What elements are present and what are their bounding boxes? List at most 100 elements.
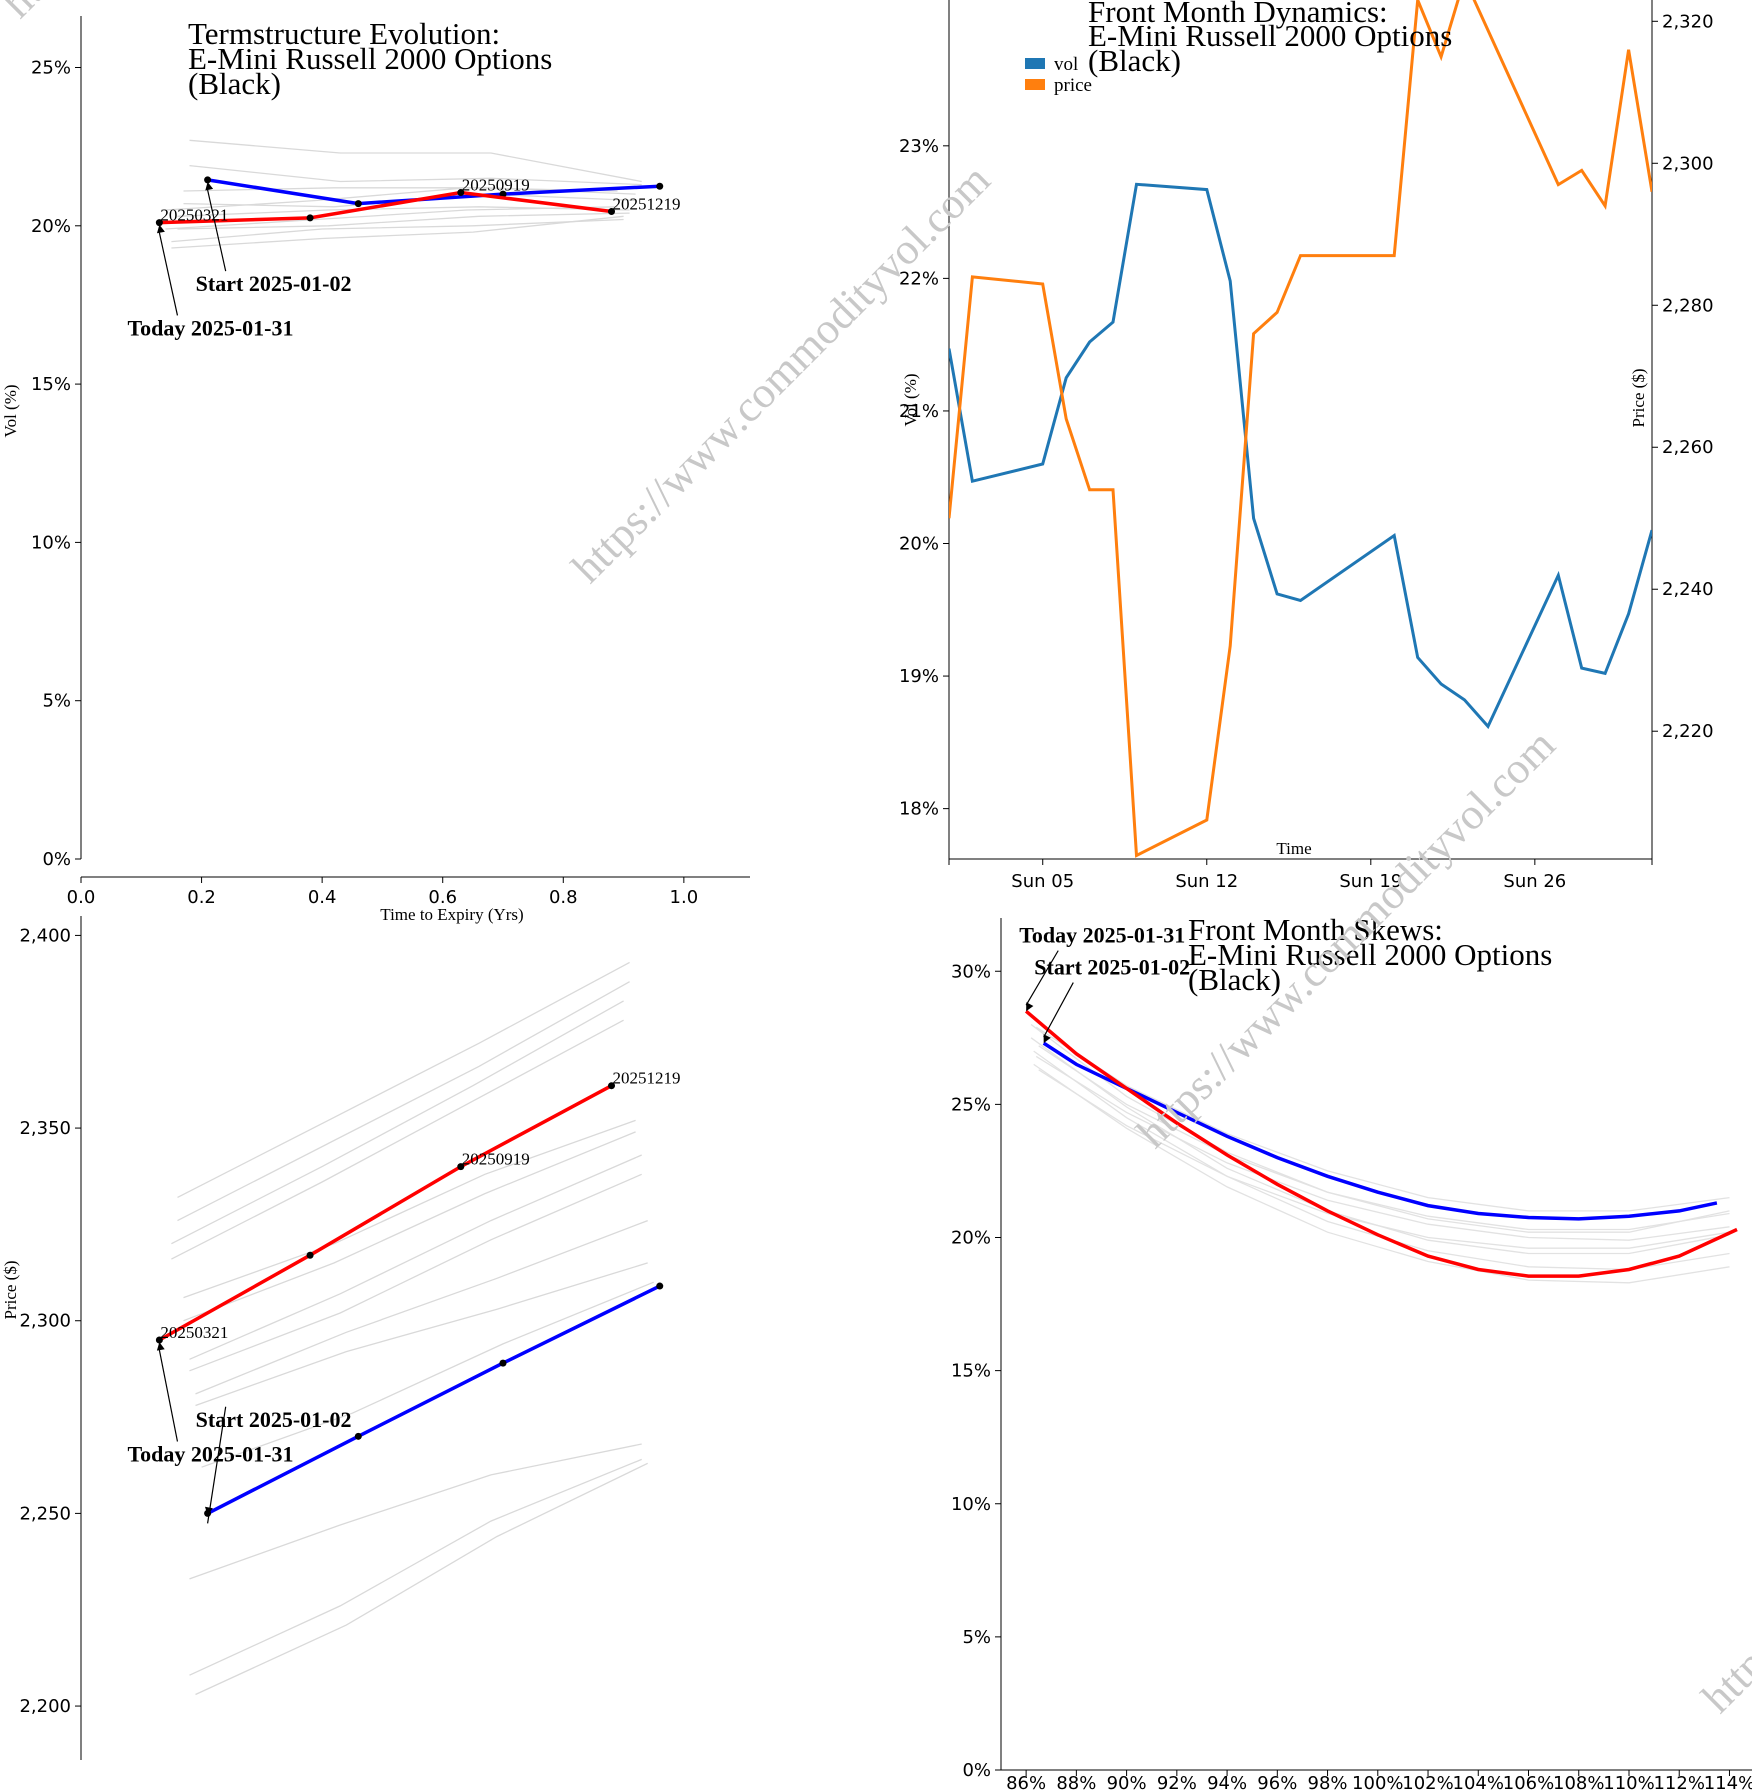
forwards-annotation-arrow-1: [158, 1349, 179, 1442]
termstructure-today-point-2: [457, 189, 465, 197]
forwards-axes: 2,200 2,250 2,300 2,350 2,400: [19, 916, 82, 1760]
forwards-label-20250321: 20250321: [160, 1323, 228, 1342]
termstructure-x-tick-label-0-8: 0.8: [549, 887, 578, 908]
skews-x-tick-label-106: 106%: [1503, 1773, 1554, 1792]
skews-annotation-arrowhead-0: [1026, 1002, 1034, 1012]
skews-x-tick-label-102: 102%: [1402, 1773, 1453, 1792]
forwards-labels: 20250321 20250919 20251219 Start 2025-01-02…: [127, 1069, 681, 1524]
forwards-history-line-0: [177, 961, 630, 1198]
termstructure-annotation-arrowhead-0: [205, 181, 214, 191]
skews-axes: 0% 5% 10% 15% 20% 25% 30% 86% 88% 90% 92% 94% 96% 98%…: [951, 918, 1752, 1792]
forwards-annotation-arrowhead-0: [205, 1506, 213, 1516]
termstructure-y-axis-label: Vol (%): [1, 384, 20, 437]
dynamics-x-tick-label-sun-05: Sun 05: [1011, 871, 1074, 892]
skews-annotation-arrow-1: [1043, 982, 1074, 1038]
dynamics-y-right-tick-label-2-300: 2,300: [1662, 153, 1714, 174]
dynamics-vol-line: [949, 182, 1652, 730]
forwards-history-line-2: [171, 1000, 624, 1245]
forwards-history-line-6: [189, 1154, 642, 1360]
termstructure-y-tick-label-25: 25%: [31, 57, 71, 78]
dynamics-y-tick-label-22: 22%: [899, 268, 939, 289]
skews-title-line-2: E-Mini Russell 2000 Options: [1188, 937, 1552, 972]
termstructure-today-point-3: [608, 208, 616, 216]
dynamics-y-right-axis-label: Price ($): [1629, 368, 1648, 427]
skews-y-tick-label-0: 0%: [962, 1760, 991, 1781]
skews-x-tick-label-108: 108%: [1553, 1773, 1604, 1792]
skews-history-line-7: [1038, 1069, 1730, 1249]
dynamics-y-tick-label-21: 21%: [899, 401, 939, 422]
skews-start-line: [1042, 1041, 1718, 1221]
termstructure-history-line-7: [171, 215, 624, 249]
forwards-today-point-3: [608, 1082, 616, 1090]
termstructure-history-line-6: [171, 218, 624, 243]
forwards-start-line: [206, 1284, 661, 1515]
termstructure-history-line-5: [177, 212, 630, 230]
termstructure-annotation-today-2025-01-31: Today 2025-01-31: [127, 315, 293, 340]
skews-annotation-start-2025-01-02: Start 2025-01-02: [1034, 955, 1190, 980]
skews-x-tick-label-96: 96%: [1257, 1773, 1297, 1792]
termstructure-title-line-3: (Black): [188, 66, 281, 101]
skews-history-line-5: [1035, 1026, 1730, 1212]
forwards-today-point-0: [155, 1336, 163, 1344]
termstructure-y-tick-label-20: 20%: [31, 216, 71, 237]
forwards-annotation-arrowhead-1: [156, 1342, 165, 1351]
termstructure-series: [155, 176, 664, 227]
termstructure-x-tick-label-0-2: 0.2: [187, 887, 216, 908]
termstructure-today-point-0: [155, 219, 163, 227]
dynamics-x-tick-label-sun-12: Sun 12: [1175, 871, 1238, 892]
forwards-history-line-8: [195, 1219, 648, 1395]
termstructure-x-axis-label: Time to Expiry (Yrs): [380, 905, 523, 924]
dynamics-legend: vol price: [1025, 54, 1092, 96]
skews-annotation-arrow-0: [1025, 950, 1059, 1006]
termstructure-y-tick-label-15: 15%: [31, 374, 71, 395]
forwards-chart: 2,200 2,250 2,300 2,350 2,400 20250321 202509…: [1, 916, 681, 1760]
skews-x-tick-label-92: 92%: [1157, 1773, 1197, 1792]
skews-x-tick-label-98: 98%: [1308, 1773, 1348, 1792]
forwards-y-tick-label-2-250: 2,250: [19, 1503, 71, 1524]
termstructure-today-point-1: [306, 214, 314, 222]
dynamics-y-tick-label-20: 20%: [899, 534, 939, 555]
dynamics-x-tick-label-sun-19: Sun 19: [1339, 871, 1402, 892]
termstructure-x-tick-label-1-0: 1.0: [670, 887, 699, 908]
watermark-1: https://www.commodityvol.com: [562, 155, 999, 592]
dynamics-title-line-1: Front Month Dynamics:: [1088, 0, 1388, 29]
skews-x-tick-label-86: 86%: [1006, 1773, 1046, 1792]
forwards-annotation-arrow-0: [207, 1406, 227, 1524]
dynamics-y-right-tick-label-2-260: 2,260: [1662, 437, 1714, 458]
forwards-today-line: [158, 1084, 613, 1342]
skews-y-tick-label-5: 5%: [962, 1627, 991, 1648]
skews-y-tick-label-10: 10%: [951, 1494, 991, 1515]
forwards-annotation-today-2025-01-31: Today 2025-01-31: [127, 1441, 293, 1466]
termstructure-y-tick-label-5: 5%: [42, 691, 71, 712]
termstructure-labels: 20250321 20250919 20251219 Start 2025-01-02…: [127, 176, 680, 341]
termstructure-history-line-9: [165, 187, 618, 211]
dynamics-series: [949, 0, 1652, 858]
skews-annotation-today-2025-01-31: Today 2025-01-31: [1019, 923, 1185, 948]
skews-annotation-arrowhead-1: [1043, 1034, 1051, 1044]
dynamics-y-right-tick-label-2-280: 2,280: [1662, 295, 1714, 316]
forwards-series: [155, 1082, 664, 1517]
termstructure-y-tick-label-10: 10%: [31, 532, 71, 553]
forwards-history-line-13: [195, 1462, 648, 1696]
forwards-start-point-1: [354, 1432, 362, 1440]
forwards-label-20251219: 20251219: [613, 1069, 681, 1088]
legend-swatch-vol: [1025, 58, 1045, 69]
termstructure-today-line: [159, 190, 612, 225]
forwards-y-tick-label-2-200: 2,200: [19, 1696, 71, 1717]
dynamics-title-line-3: (Black): [1088, 43, 1181, 78]
skews-x-tick-label-110: 110%: [1603, 1773, 1654, 1792]
termstructure-start-point-3: [656, 182, 664, 190]
forwards-history-line-3: [171, 1019, 624, 1260]
termstructure-x-tick-label-0-4: 0.4: [308, 887, 337, 908]
skews-title-line-1: Front Month Skews:: [1188, 912, 1443, 947]
watermark-3: https://www.commodityvol.com: [1692, 1285, 1752, 1722]
termstructure-label-20250321: 20250321: [160, 206, 228, 225]
termstructure-axes: 0.0 0.2 0.4 0.6 0.8 1.0 0% 5% 10% 15% 20% 25%: [31, 16, 750, 908]
forwards-today-point-2: [457, 1163, 465, 1171]
termstructure-label-20251219: 20251219: [613, 195, 681, 214]
forwards-history-line-1: [177, 981, 630, 1222]
skews-x-tick-label-104: 104%: [1453, 1773, 1504, 1792]
dynamics-x-axis-label: Time: [1276, 839, 1311, 858]
forwards-history-line-5: [183, 1131, 636, 1322]
